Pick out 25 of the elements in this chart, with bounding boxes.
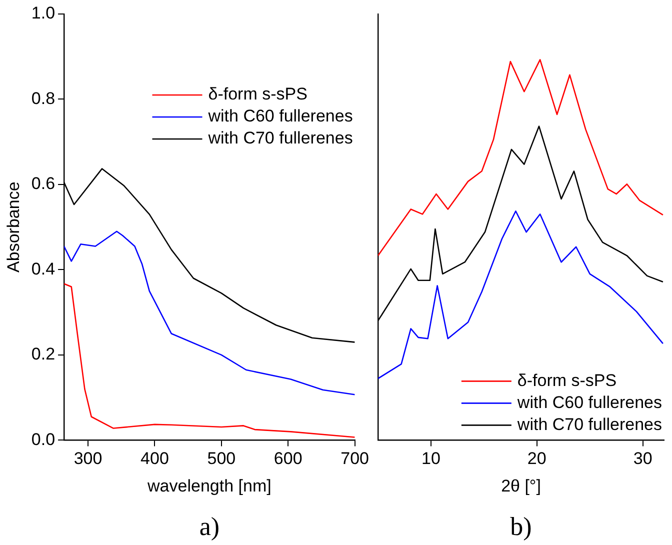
legend-label: with C70 fullerenes [516, 414, 662, 434]
y-tick-label: 0.4 [31, 259, 56, 278]
legend-label: δ-form s-sPS [208, 84, 308, 104]
y-tick-label: 0.6 [31, 174, 56, 194]
legend-label: δ-form s-sPS [517, 370, 617, 390]
y-tick-label: 1.0 [31, 4, 56, 23]
y-axis-title: Absorbance [4, 182, 23, 272]
legend-label: with C70 fullerenes [207, 128, 353, 148]
y-tick-label: 0.8 [31, 88, 56, 108]
x-tick-label: 700 [340, 449, 370, 468]
x-tick-label: 10 [422, 449, 440, 468]
text: a) [199, 512, 220, 541]
x-axis-title: 2θ [°] [501, 476, 541, 496]
x-axis-title: wavelength [nm] [146, 476, 272, 496]
y-tick-label: 0.2 [31, 344, 56, 364]
y-tick-label: 0.0 [31, 430, 56, 449]
x-tick-label: 300 [74, 449, 102, 468]
x-tick-label: 500 [207, 449, 236, 468]
text: b) [510, 512, 532, 541]
x-tick-label: 20 [527, 449, 546, 468]
legend-label: with C60 fullerenes [516, 392, 662, 412]
x-tick-label: 30 [633, 449, 652, 468]
x-tick-label: 600 [274, 449, 302, 468]
legend-label: with C60 fullerenes [207, 106, 353, 126]
x-tick-label: 400 [140, 449, 169, 468]
